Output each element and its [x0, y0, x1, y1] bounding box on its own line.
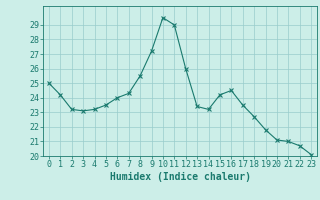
- X-axis label: Humidex (Indice chaleur): Humidex (Indice chaleur): [109, 172, 251, 182]
